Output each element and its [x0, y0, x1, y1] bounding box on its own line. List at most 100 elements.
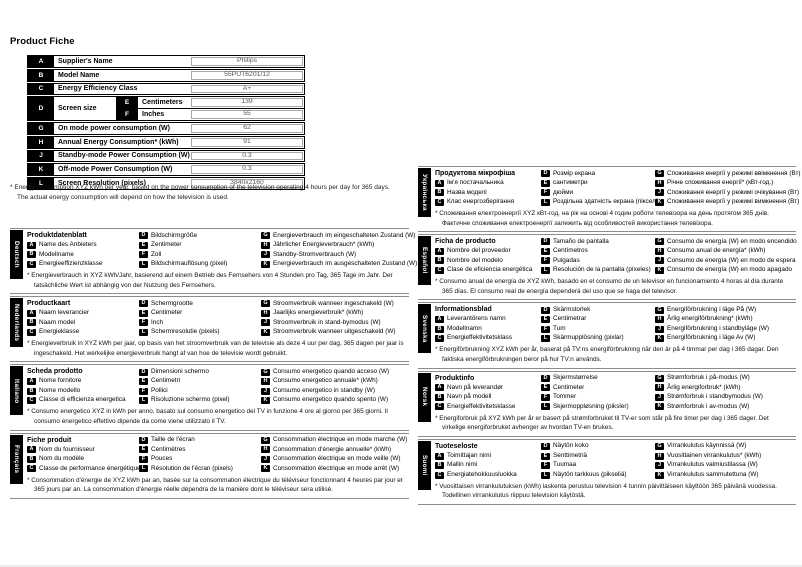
spec-label: Schermresolutie (pixels)	[151, 328, 220, 336]
spec-label: Risoluzione schermo (pixel)	[151, 396, 230, 404]
spec-label: Virrankulutus valmiustilassa (W)	[667, 461, 758, 469]
key-badge: A	[435, 247, 444, 255]
spec-label: Consumo energetico quando spento (W)	[273, 396, 389, 404]
row-label: Off-mode Power Consumption (W)	[58, 166, 173, 174]
language-label: Deutsch	[10, 230, 23, 279]
spec-entry: K Consommation électrique en mode arrêt (…	[261, 464, 409, 474]
key-badge: J	[655, 325, 664, 333]
key-badge: J	[655, 189, 664, 197]
spec-entry: A Ім'я постачальника	[435, 179, 541, 189]
row-label: Supplier's Name	[58, 57, 113, 65]
spec-entry: F Inch	[139, 318, 261, 328]
page-title: Product Fiche	[10, 36, 75, 47]
key-badge: D	[541, 238, 550, 246]
row-key: K	[28, 164, 54, 176]
key-badge: F	[541, 257, 550, 265]
section-column-2: D Bildschirmgröße E Zentimeter F Zoll L Bildsch…	[139, 231, 261, 269]
row-key: A	[28, 56, 54, 67]
section-footnote: * Vuosittaisen virrankulutuksen (kWh) la…	[435, 482, 777, 500]
spec-label: Pulgadas	[553, 256, 580, 264]
key-badge: F	[541, 325, 550, 333]
spec-entry: F Tuumaa	[541, 461, 655, 471]
table-row: C Energy Efficiency Class A+	[27, 82, 305, 96]
key-badge: H	[261, 241, 270, 249]
page-edge-divider	[0, 565, 802, 567]
key-badge: F	[541, 462, 550, 470]
section-column-1: Tuoteseloste A Toimittajan nimi B Mallin nim…	[435, 442, 541, 480]
spec-label: Energieverbrauch im ausgeschalteten Zust…	[273, 260, 418, 268]
section-title: Scheda prodotto	[27, 368, 83, 376]
row-value: 55	[191, 110, 303, 119]
row-value: Philips	[191, 57, 303, 66]
spec-entry: J Energiförbrukning i standbyläge (W)	[655, 324, 796, 334]
section-grid: Продуктова мікрофіша A Ім'я постачальника B…	[435, 169, 801, 207]
spec-entry: H Jaarlijks energieverbruik* (kWh)	[261, 309, 409, 319]
key-badge: L	[541, 198, 550, 206]
spec-entry: G Energiförbrukning i läge På (W)	[655, 305, 796, 315]
spec-entry: H Річне споживання енергії* (кВт-год.)	[655, 179, 796, 189]
spec-label: Modellnamn	[447, 324, 482, 332]
key-badge: A	[435, 384, 444, 392]
spec-entry: H Årlig energiforbruk* (kWh)	[655, 383, 796, 393]
section-title: Fiche produit	[27, 436, 72, 444]
table-row: L Screen Resolution (pixels) 3840x2160	[27, 177, 305, 190]
energy-footnote: * Energy consumption XYZ kWh per year, b…	[10, 183, 412, 203]
spec-label: Jaarlijks energieverbruik* (kWh)	[273, 309, 364, 317]
spec-label: Розмір екрана	[553, 169, 596, 177]
spec-entry: D Skjermstørrelse	[541, 374, 655, 384]
table-row: K Off-mode Power Consumption (W) 0.3	[27, 163, 305, 177]
row-label: Standby-mode Power Consumption (W)	[58, 152, 190, 160]
key-badge: G	[655, 443, 664, 451]
key-badge: J	[655, 393, 664, 401]
value-cell: 55	[190, 109, 304, 120]
spec-label: Nom du fournisseur	[39, 445, 95, 453]
key-badge: L	[139, 328, 148, 336]
key-badge: E	[541, 316, 550, 324]
spec-entry: G Споживання енергії у режимі ввімкнення …	[655, 169, 801, 179]
footnote-line-2: The actual energy consumption will depen…	[17, 194, 229, 202]
key-badge: E	[541, 384, 550, 392]
spec-entry: D Dimensioni schermo	[139, 367, 261, 377]
spec-label: Zoll	[151, 250, 162, 258]
spec-label: Centímetros	[553, 247, 588, 255]
spec-label: Navn på leverandør	[447, 383, 504, 391]
spec-label: Nome fornitore	[39, 377, 82, 385]
language-section: Français Fiche produit A Nom du fournisseur…	[10, 432, 409, 499]
spec-entry: H Jährlicher Energieverbrauch* (kWh)	[261, 241, 409, 251]
spec-entry: A Nom du fournisseur	[27, 445, 139, 455]
spec-entry: D Tamaño de pantalla	[541, 237, 655, 247]
spec-label: Näytön tarkkuus (pikseliä)	[553, 470, 627, 478]
value-cell: 91	[190, 137, 304, 148]
spec-label: Centimetri	[151, 377, 181, 385]
spec-label: Nombre del modelo	[447, 256, 503, 264]
spec-entry: K Virrankulutus sammutettuna (W)	[655, 470, 796, 480]
spec-entry: A Nome fornitore	[27, 377, 139, 387]
section-title: Informationsblad	[435, 306, 492, 314]
key-badge: E	[139, 241, 148, 249]
spec-label: Споживання енергії у режимі ввімкнення (…	[667, 169, 801, 177]
key-badge: H	[655, 384, 664, 392]
spec-entry: D Розмір екрана	[541, 169, 655, 179]
key-badge: K	[261, 328, 270, 336]
key-badge: J	[261, 319, 270, 327]
section-footnote: * Consumo energetico XYZ in kWh per anno…	[27, 408, 388, 426]
key-badge: C	[27, 397, 36, 405]
section-column-3: G Energieverbrauch im eingeschalteten Zus…	[261, 231, 417, 269]
spec-label: Назва моделі	[447, 188, 487, 196]
spec-entry: B Nombre del modelo	[435, 256, 541, 266]
key-badge: K	[655, 198, 664, 206]
key-badge: E	[541, 452, 550, 460]
sections-right: Українська Продуктова мікрофіша A Ім'я пост…	[418, 166, 801, 507]
section-column-1: Scheda prodotto A Nome fornitore B Nome mode…	[27, 367, 139, 405]
spec-label: Клас енергозберігання	[447, 198, 515, 206]
key-badge: B	[435, 189, 444, 197]
spec-label: Årlig energiförbrukning* (kWh)	[667, 315, 753, 323]
language-section: Suomi Tuoteseloste A Toimittajan nimi B Malli…	[418, 438, 796, 506]
section-column-1: Productkaart A Naam leverancier B Naam model…	[27, 299, 139, 337]
spec-entry: E Centimetri	[139, 377, 261, 387]
section-grid: Ficha de producto A Nombre del proveedor B N…	[435, 237, 797, 275]
key-badge: A	[27, 241, 36, 249]
spec-label: Dimensioni schermo	[151, 367, 209, 375]
